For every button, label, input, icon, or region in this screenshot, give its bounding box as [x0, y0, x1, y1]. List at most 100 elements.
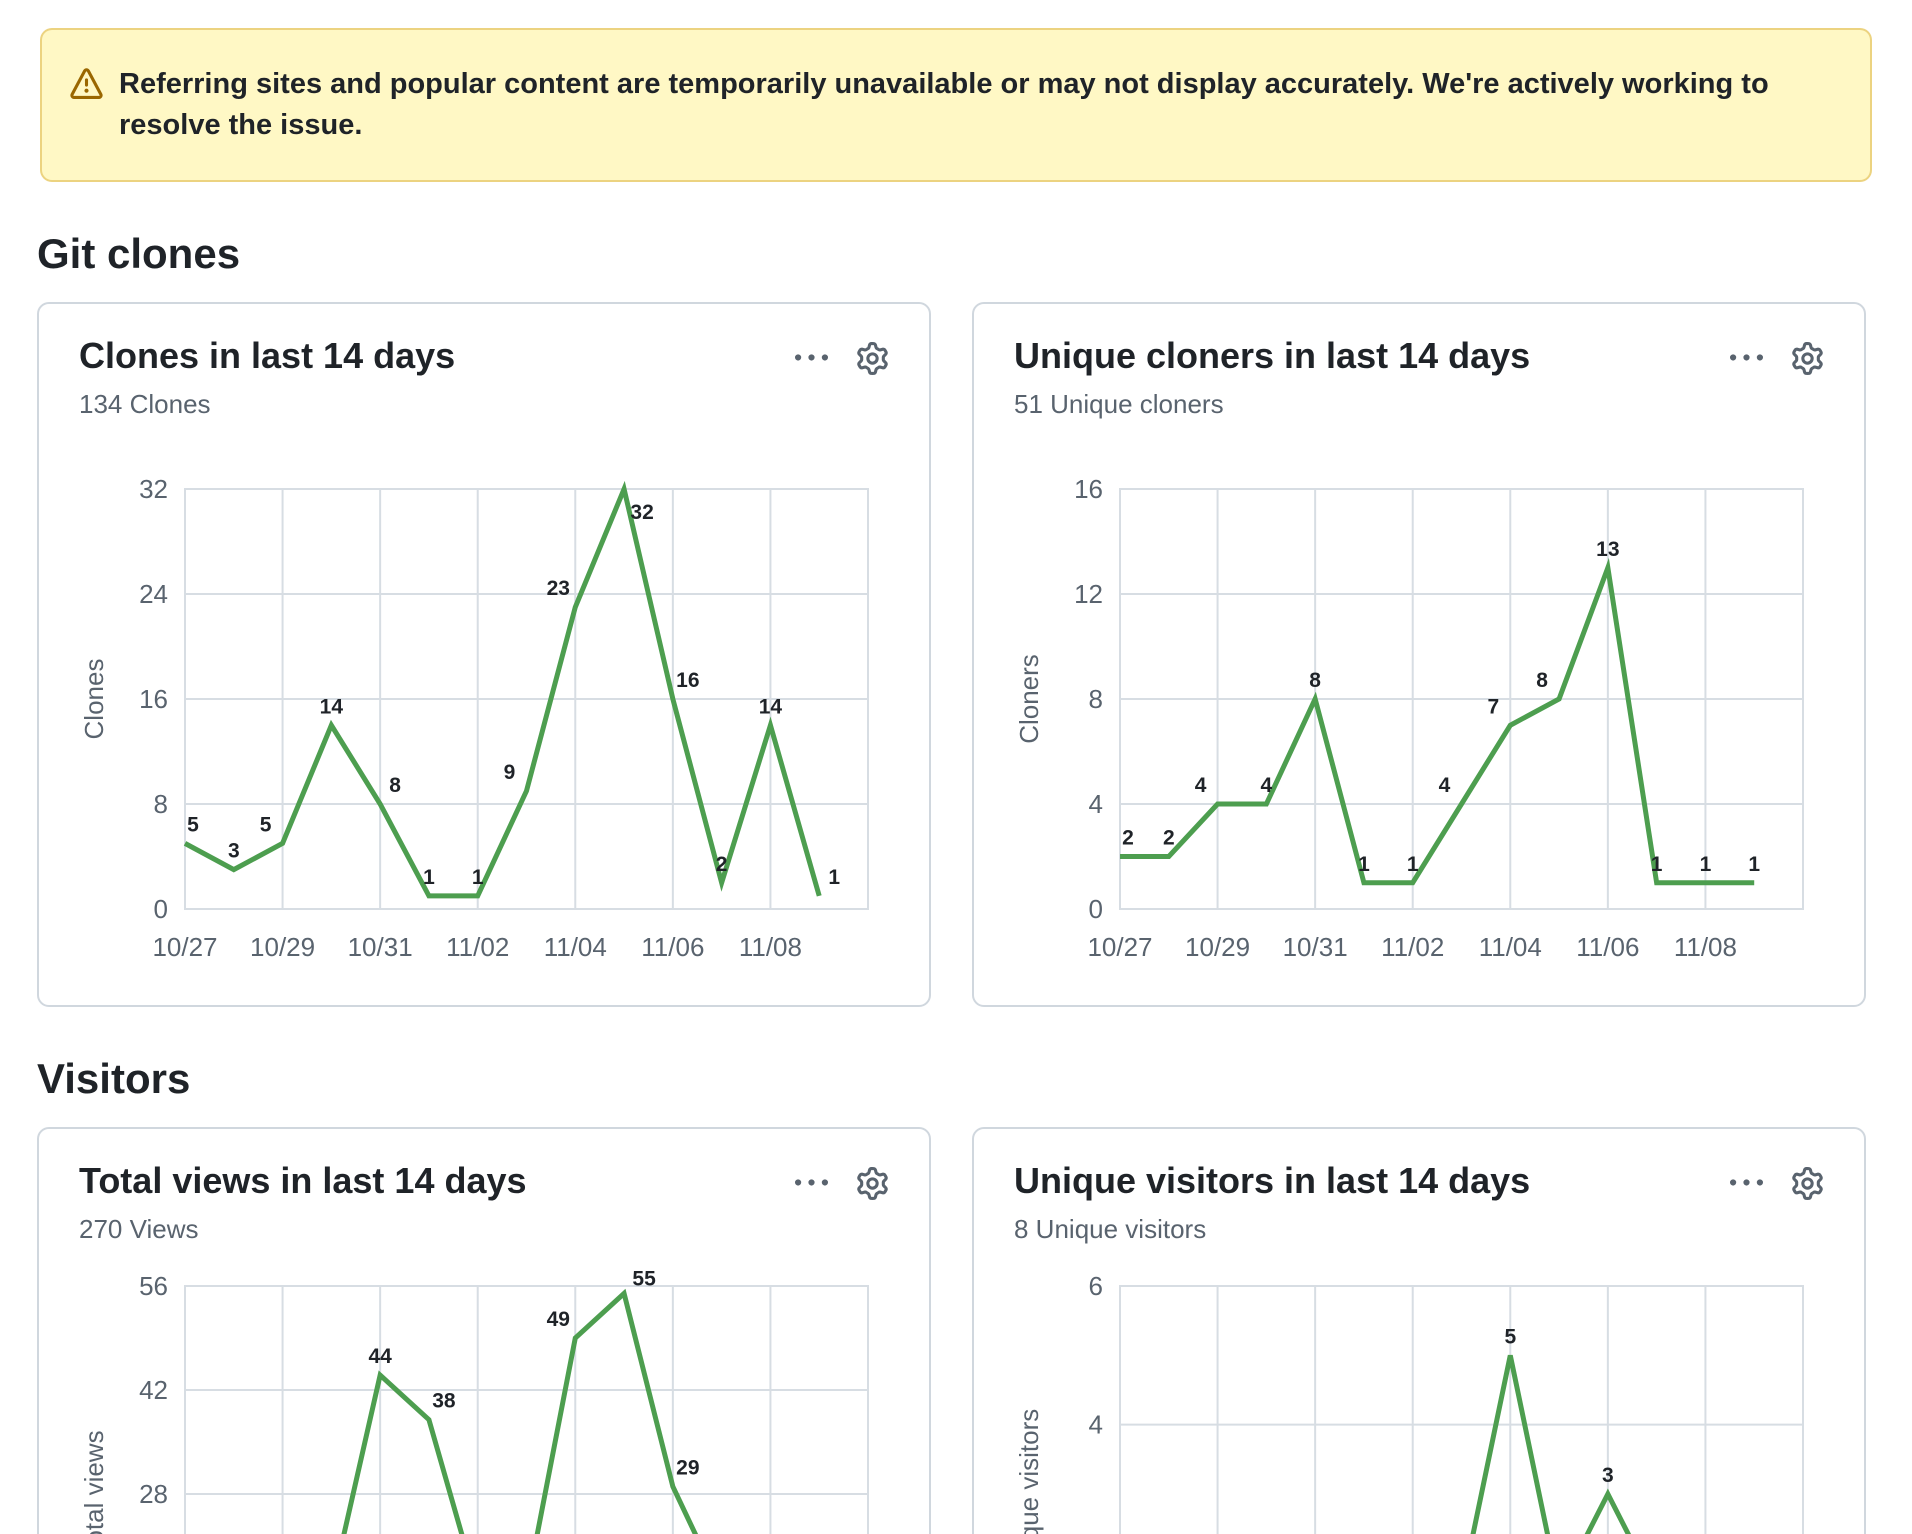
svg-text:11/04: 11/04 — [544, 932, 607, 962]
svg-text:11/08: 11/08 — [1674, 932, 1737, 962]
unique-visitors-line-chart: 024610/2710/2910/3111/0211/0411/0611/08U… — [1014, 1271, 1804, 1534]
svg-text:42: 42 — [139, 1375, 168, 1405]
total-views-line-chart: 01428425610/2710/2910/3111/0211/0411/061… — [79, 1267, 869, 1534]
gear-icon[interactable] — [856, 1167, 889, 1200]
clones-card: Clones in last 14 days 134 Clones 0 8 16 24… — [37, 302, 931, 1007]
svg-text:7: 7 — [1487, 695, 1499, 718]
svg-text:4: 4 — [1261, 774, 1273, 797]
section-heading-git-clones: Git clones — [37, 230, 241, 277]
warning-banner-message: Referring sites and popular content are … — [119, 68, 1769, 141]
kebab-menu-icon[interactable] — [795, 342, 828, 375]
git-clones-cards-row: Clones in last 14 days 134 Clones 0 8 16 24… — [37, 302, 1875, 1007]
card-subtitle: 8 Unique visitors — [1014, 1214, 1207, 1244]
card-title: Total views in last 14 days — [79, 1160, 527, 1201]
svg-text:2: 2 — [716, 853, 728, 876]
svg-text:Unique visitors: Unique visitors — [1014, 1409, 1044, 1534]
svg-text:1: 1 — [1651, 853, 1663, 876]
svg-text:10/29: 10/29 — [1185, 932, 1250, 962]
svg-text:11/06: 11/06 — [641, 932, 704, 962]
card-title: Unique cloners in last 14 days — [1014, 335, 1531, 376]
svg-text:32: 32 — [139, 474, 168, 504]
svg-text:55: 55 — [632, 1267, 656, 1290]
svg-text:1: 1 — [472, 866, 484, 889]
card-subtitle: 270 Views — [79, 1214, 199, 1244]
svg-text:13: 13 — [1596, 538, 1619, 561]
section-heading-visitors: Visitors — [37, 1055, 191, 1102]
svg-text:28: 28 — [139, 1479, 168, 1509]
svg-text:Total views: Total views — [79, 1430, 109, 1534]
svg-text:1: 1 — [1700, 853, 1712, 876]
svg-text:1: 1 — [828, 866, 840, 889]
unique-visitors-card: Unique visitors in last 14 days 8 Unique… — [972, 1127, 1866, 1534]
unique-cloners-card: Unique cloners in last 14 days 51 Unique… — [972, 302, 1866, 1007]
svg-text:Cloners: Cloners — [1014, 654, 1044, 744]
svg-text:5: 5 — [187, 813, 199, 836]
svg-text:16: 16 — [676, 669, 699, 692]
svg-text:11/04: 11/04 — [1479, 932, 1542, 962]
svg-text:44: 44 — [368, 1345, 392, 1368]
card-subtitle: 51 Unique cloners — [1014, 389, 1224, 419]
gear-icon[interactable] — [1791, 342, 1824, 375]
svg-text:4: 4 — [1195, 774, 1207, 797]
svg-text:3: 3 — [1602, 1464, 1614, 1487]
svg-text:11/06: 11/06 — [1576, 932, 1639, 962]
svg-text:11/08: 11/08 — [739, 932, 802, 962]
svg-text:10/31: 10/31 — [1283, 932, 1348, 962]
kebab-menu-icon[interactable] — [795, 1167, 828, 1200]
svg-text:10/31: 10/31 — [348, 932, 413, 962]
svg-text:0: 0 — [154, 894, 168, 924]
svg-text:4: 4 — [1089, 1410, 1103, 1440]
svg-text:8: 8 — [1309, 669, 1321, 692]
svg-text:4: 4 — [1439, 774, 1451, 797]
gear-icon[interactable] — [856, 342, 889, 375]
svg-text:4: 4 — [1089, 789, 1103, 819]
card-subtitle: 134 Clones — [79, 389, 211, 419]
warning-banner: Referring sites and popular content are … — [40, 28, 1872, 182]
svg-text:9: 9 — [504, 761, 516, 784]
total-views-card: Total views in last 14 days 270 Views 01… — [37, 1127, 931, 1534]
svg-text:49: 49 — [547, 1308, 570, 1331]
svg-text:2: 2 — [1163, 827, 1175, 850]
svg-text:10/27: 10/27 — [1087, 932, 1152, 962]
svg-text:32: 32 — [630, 501, 653, 524]
svg-text:8: 8 — [1536, 669, 1548, 692]
svg-text:16: 16 — [139, 684, 168, 714]
svg-text:24: 24 — [139, 579, 168, 609]
svg-text:5: 5 — [1504, 1325, 1516, 1348]
svg-text:1: 1 — [1358, 853, 1370, 876]
svg-text:14: 14 — [759, 695, 783, 718]
svg-text:3: 3 — [228, 840, 240, 863]
svg-text:14: 14 — [320, 695, 344, 718]
svg-text:10/29: 10/29 — [250, 932, 315, 962]
visitors-cards-row: Total views in last 14 days 270 Views 01… — [37, 1127, 1875, 1534]
svg-text:8: 8 — [1089, 684, 1103, 714]
svg-text:29: 29 — [676, 1457, 699, 1480]
svg-text:10/27: 10/27 — [152, 932, 217, 962]
svg-text:5: 5 — [260, 813, 272, 836]
svg-text:11/02: 11/02 — [1381, 932, 1444, 962]
svg-text:11/02: 11/02 — [446, 932, 509, 962]
gear-icon[interactable] — [1791, 1167, 1824, 1200]
alert-icon — [70, 68, 103, 106]
kebab-menu-icon[interactable] — [1730, 1167, 1763, 1200]
svg-text:Clones: Clones — [79, 659, 109, 740]
svg-text:1: 1 — [423, 866, 435, 889]
svg-text:0: 0 — [1089, 894, 1103, 924]
card-title: Unique visitors in last 14 days — [1014, 1160, 1531, 1201]
svg-text:1: 1 — [1407, 853, 1419, 876]
kebab-menu-icon[interactable] — [1730, 342, 1763, 375]
svg-text:12: 12 — [1074, 579, 1103, 609]
card-title: Clones in last 14 days — [79, 335, 456, 376]
svg-text:6: 6 — [1089, 1271, 1103, 1301]
svg-text:16: 16 — [1074, 474, 1103, 504]
svg-text:38: 38 — [432, 1390, 456, 1413]
svg-text:23: 23 — [547, 577, 570, 600]
svg-text:8: 8 — [389, 774, 401, 797]
traffic-page: Referring sites and popular content are … — [0, 28, 1912, 1534]
svg-text:8: 8 — [154, 789, 168, 819]
svg-text:2: 2 — [1122, 827, 1134, 850]
svg-text:56: 56 — [139, 1271, 168, 1301]
svg-text:1: 1 — [1748, 853, 1760, 876]
